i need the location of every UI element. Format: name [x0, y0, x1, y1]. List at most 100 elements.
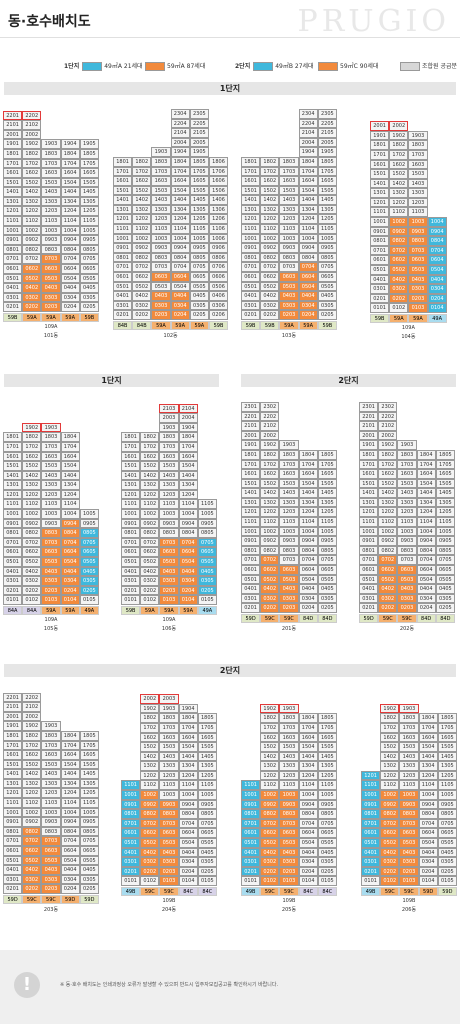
empty-cell — [241, 138, 260, 148]
unit-cell: 0804 — [178, 528, 198, 538]
unit-cell: 0604 — [298, 565, 318, 575]
floor-row: 0601 0602 0603 0604 0605 — [3, 846, 99, 856]
legend-item: 조합원 공급분 — [400, 61, 457, 71]
unit-cell: 0901 — [241, 536, 261, 546]
empty-cell — [361, 752, 380, 762]
unit-cell: 1305 — [317, 497, 337, 508]
empty-cell — [436, 402, 455, 412]
floor-row: 1801 1802 1803 1804 — [121, 432, 217, 442]
floor-row: 1801 1802 1803 1804 1805 — [3, 148, 99, 159]
unit-cell: 0902 — [22, 518, 42, 529]
unit-cell: 0601 — [121, 828, 141, 839]
empty-cell — [361, 742, 380, 752]
unit-type-label: 84C — [317, 887, 337, 896]
unit-cell: 2001 — [359, 430, 379, 441]
unit-cell: 0405 — [437, 847, 457, 858]
unit-cell: 1905 — [189, 147, 209, 157]
unit-type-label: 59B — [208, 321, 229, 330]
floor-row: 0901 0902 0903 0904 0905 — [3, 817, 99, 827]
unit-cell: 1902 — [22, 139, 42, 149]
type-row: 84A 84A 59A 59A 49A — [3, 606, 99, 615]
unit-cell: 0503 — [279, 838, 299, 848]
unit-cell: 1804 — [178, 432, 198, 442]
unit-cell: 2102 — [260, 421, 280, 431]
unit-cell: 0502 — [22, 273, 42, 284]
unit-cell: 0602 — [260, 272, 280, 282]
unit-cell: 1804 — [60, 730, 80, 741]
unit-cell: 2001 — [3, 129, 23, 140]
unit-cell: 0905 — [317, 799, 337, 810]
unit-cell: 0505 — [435, 574, 455, 585]
unit-cell: 1301 — [370, 188, 390, 198]
unit-type-label: 84A — [3, 606, 23, 615]
unit-cell: 2104 — [170, 128, 190, 138]
unit-cell: 1802 — [22, 730, 42, 741]
unit-cell: 0103 — [408, 303, 428, 313]
empty-cell — [41, 693, 60, 703]
unit-cell: 2105 — [317, 128, 337, 138]
unit-cell: 1003 — [399, 790, 419, 800]
unit-cell: 1903 — [151, 147, 171, 157]
unit-cell: 1401 — [3, 769, 23, 779]
unit-cell: 1703 — [159, 441, 179, 452]
unit-cell: 1701 — [370, 149, 390, 160]
unit-cell: 0401 — [359, 584, 379, 594]
unit-cell: 1304 — [178, 480, 198, 490]
unit-cell: 0705 — [79, 254, 99, 265]
unit-cell: 1801 — [370, 140, 390, 150]
empty-cell — [140, 413, 159, 423]
unit-cell: 0504 — [178, 557, 198, 567]
unit-cell: 0202 — [22, 302, 42, 312]
unit-type-label: 59A — [178, 606, 198, 615]
unit-cell: 1502 — [260, 478, 280, 489]
building-label: 106동 — [161, 626, 177, 632]
unit-cell: 1705 — [435, 459, 455, 470]
unit-cell: 0302 — [260, 857, 280, 867]
empty-cell — [80, 442, 99, 452]
unit-cell: 2004 — [178, 413, 198, 423]
unit-cell: 1805 — [197, 713, 217, 723]
type-row: 59D 59C 59C 84D 84D — [241, 614, 337, 623]
unit-cell: 0304 — [60, 576, 80, 586]
unit-cell: 1003 — [159, 790, 179, 800]
floor-row: 0601 0602 0603 0604 0605 — [3, 547, 99, 558]
unit-cell: 1205 — [437, 770, 457, 781]
unit-cell: 0105 — [197, 595, 217, 605]
unit-cell: 0203 — [279, 603, 299, 613]
type-sub-label: 109B — [402, 898, 416, 904]
unit-cell: 1301 — [113, 204, 133, 215]
unit-cell: 0401 — [3, 283, 23, 293]
unit-cell: 0703 — [408, 245, 428, 256]
empty-cell — [417, 440, 436, 450]
unit-cell: 0205 — [317, 310, 337, 320]
unit-cell: 1605 — [317, 469, 337, 479]
unit-type-label: 59A — [279, 321, 299, 330]
floor-row: 1601 1602 1603 1604 1605 — [241, 469, 337, 479]
unit-cell: 1704 — [418, 722, 438, 733]
unit-cell: 1303 — [41, 480, 61, 490]
unit-cell: 0703 — [41, 537, 61, 548]
empty-cell — [428, 207, 447, 217]
unit-cell: 1805 — [317, 449, 337, 460]
unit-cell: 1302 — [260, 761, 280, 771]
floor-row: 2301 2302 — [241, 401, 337, 412]
floor-row: 1301 1302 1303 1304 1305 1306 — [113, 204, 229, 215]
unit-cell: 0804 — [60, 244, 80, 255]
unit-cell: 1404 — [178, 470, 198, 481]
floor-row: 2001 2002 — [3, 129, 99, 140]
unit-cell: 1203 — [41, 489, 61, 500]
type-row: 49B 59C 59C 59D 59D — [361, 887, 457, 896]
floor-row: 1101 1102 1103 1104 1105 1106 — [113, 224, 229, 234]
unit-cell: 1004 — [178, 790, 198, 800]
unit-type-label: 59C — [260, 887, 280, 896]
unit-cell: 0901 — [370, 226, 390, 237]
unit-cell: 0802 — [260, 545, 280, 556]
unit-cell: 1601 — [113, 176, 133, 186]
floor-row: 1201 1202 1203 1204 1205 — [241, 507, 337, 518]
unit-cell: 0904 — [298, 799, 318, 810]
unit-cell: 0502 — [22, 855, 42, 866]
unit-cell: 0901 — [121, 799, 141, 810]
unit-cell: 1902 — [378, 440, 398, 450]
unit-cell: 1001 — [3, 509, 23, 519]
unit-cell: 1001 — [359, 526, 379, 537]
